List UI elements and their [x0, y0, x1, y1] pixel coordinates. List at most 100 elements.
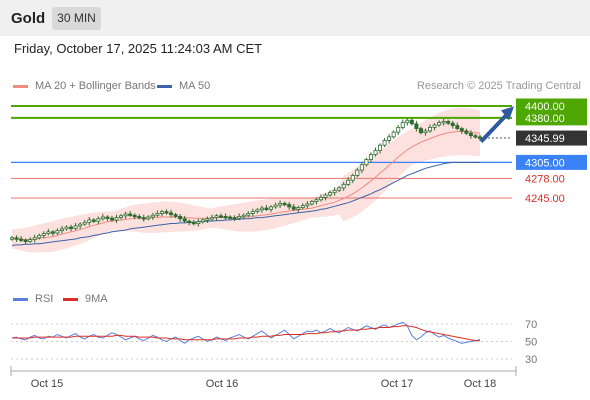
- level-label-1: 4380.00: [525, 113, 565, 125]
- candle-body: [141, 217, 146, 220]
- candle-body: [182, 218, 187, 222]
- candle-body: [32, 237, 37, 240]
- ma50-swatch: [157, 84, 172, 88]
- candle-body: [382, 140, 387, 146]
- legend-9ma: 9MA: [63, 293, 108, 305]
- candle-body: [368, 154, 373, 160]
- level-label-5: 4245.00: [525, 193, 565, 205]
- candle-body: [9, 237, 14, 240]
- candle-body: [78, 223, 83, 227]
- candle-body: [100, 216, 105, 220]
- rsi-line: [11, 321, 481, 344]
- candle-body: [359, 164, 364, 171]
- candle-body: [323, 194, 328, 198]
- legend-ma50-label: MA 50: [179, 80, 211, 92]
- candle-body: [41, 233, 46, 236]
- legend-ma50: MA 50: [157, 80, 210, 92]
- candle-body: [214, 215, 219, 218]
- candle-body: [387, 136, 392, 141]
- candles-layer: [9, 106, 514, 245]
- candle-body: [50, 231, 55, 234]
- candle-body: [169, 212, 174, 216]
- candle-body: [155, 213, 160, 216]
- candle-body: [137, 215, 142, 219]
- candle-body: [219, 215, 224, 218]
- projection-arrow-head: [501, 106, 514, 121]
- candle-body: [87, 219, 92, 223]
- candle-body: [418, 128, 423, 134]
- candle-body: [309, 201, 314, 205]
- candle-body: [318, 197, 323, 201]
- candle-body: [132, 214, 137, 218]
- candle-body: [173, 214, 178, 217]
- candle-body: [128, 213, 133, 216]
- credit-text: Research © 2025 Trading Central: [416, 80, 581, 92]
- candle-body: [228, 216, 233, 219]
- candle-body: [232, 217, 237, 220]
- candle-body: [55, 230, 60, 234]
- x-tick-label-2: Oct 17: [381, 378, 413, 390]
- legend-bollinger-label: MA 20 + Bollinger Bands: [35, 80, 156, 92]
- candle-body: [432, 124, 437, 128]
- candle-body: [146, 216, 151, 220]
- candle-body: [59, 228, 64, 232]
- candle-body: [205, 218, 210, 221]
- projection-arrow-shaft: [479, 112, 509, 143]
- candle-body: [268, 206, 273, 210]
- candle-body: [287, 204, 292, 208]
- candle-body: [237, 215, 242, 219]
- rsi-swatch: [13, 297, 28, 301]
- candle-body: [464, 130, 469, 134]
- candle-body: [450, 122, 455, 126]
- candle-body: [91, 219, 96, 222]
- timestamp: Friday, October 17, 2025 11:24:03 AM CET: [14, 41, 263, 56]
- candle-body: [159, 211, 164, 214]
- candle-body: [305, 203, 310, 207]
- candle-body: [328, 192, 333, 196]
- bollinger-layer: [12, 107, 480, 253]
- candle-body: [396, 126, 401, 133]
- x-tick-label-3: Oct 18: [464, 378, 496, 390]
- timeframe-badge[interactable]: 30 MIN: [52, 7, 101, 30]
- candle-body: [378, 144, 383, 151]
- candle-body: [459, 128, 464, 132]
- candle-body: [23, 239, 28, 243]
- candle-body: [273, 204, 278, 208]
- bollinger-band-fill: [12, 107, 480, 253]
- candle-body: [69, 226, 74, 229]
- candle-body: [123, 213, 128, 217]
- ma50-line: [11, 161, 480, 246]
- candle-body: [259, 207, 264, 211]
- rsi-tick-label-1: 50: [525, 337, 537, 349]
- candle-body: [255, 209, 260, 213]
- candle-body: [64, 226, 69, 230]
- candle-body: [150, 214, 155, 218]
- candle-body: [73, 225, 78, 229]
- candle-body: [19, 238, 24, 241]
- candle-body: [332, 189, 337, 194]
- levels-layer: [11, 105, 512, 199]
- candle-body: [209, 217, 214, 220]
- ma20-line: [12, 131, 481, 240]
- candle-body: [241, 214, 246, 218]
- candle-body: [178, 215, 183, 220]
- bollinger-swatch: [13, 84, 28, 88]
- candle-body: [196, 221, 201, 224]
- candle-body: [187, 220, 192, 224]
- candle-body: [364, 159, 369, 166]
- candle-body: [164, 211, 169, 214]
- candle-body: [291, 206, 296, 210]
- candle-body: [250, 211, 255, 214]
- top-bar: Gold 30 MIN: [0, 0, 590, 36]
- moving-averages-layer: [11, 131, 481, 246]
- candle-body: [14, 237, 19, 240]
- legend-rsi-label: RSI: [35, 293, 54, 305]
- candle-body: [437, 122, 442, 126]
- level-label-0: 4400.00: [525, 101, 565, 113]
- candle-body: [468, 132, 473, 137]
- legend-rsi: RSI: [13, 293, 53, 305]
- ma9-swatch: [63, 297, 78, 301]
- legend-9ma-label: 9MA: [85, 293, 108, 305]
- rsi-tick-label-2: 30: [525, 354, 537, 366]
